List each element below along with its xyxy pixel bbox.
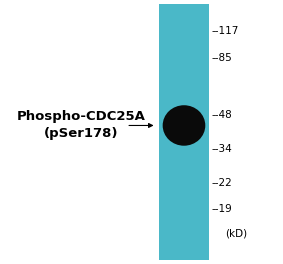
Text: Phospho-CDC25A
(pSer178): Phospho-CDC25A (pSer178) <box>16 110 145 140</box>
Text: --34: --34 <box>211 144 232 154</box>
Text: --85: --85 <box>211 53 232 63</box>
Text: --117: --117 <box>211 26 239 36</box>
Text: --19: --19 <box>211 204 232 214</box>
Text: --48: --48 <box>211 110 232 120</box>
Ellipse shape <box>163 105 205 146</box>
Text: --22: --22 <box>211 178 232 188</box>
Text: (kD): (kD) <box>225 229 247 239</box>
Bar <box>159 4 209 260</box>
